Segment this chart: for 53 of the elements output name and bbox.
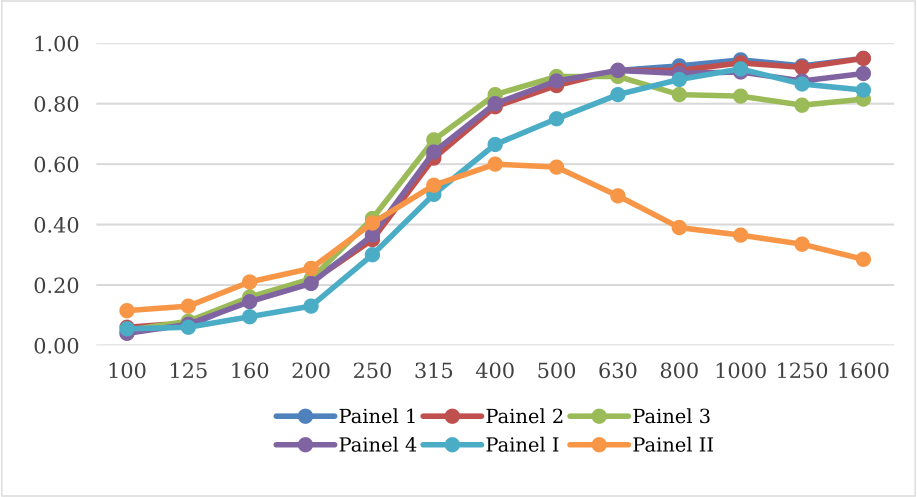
- point: [733, 61, 748, 77]
- x-tick-label: 630: [599, 362, 636, 378]
- legend-label: Painel II: [633, 436, 713, 452]
- point: [733, 227, 748, 243]
- x-tick-label: 800: [660, 362, 698, 378]
- x-tick-label: 400: [476, 362, 514, 378]
- point: [242, 274, 258, 290]
- point: [856, 66, 872, 82]
- point: [856, 82, 872, 98]
- y-tick-label: 0.80: [34, 96, 78, 112]
- y-tick-label: 0.00: [34, 338, 78, 354]
- point: [672, 72, 687, 88]
- x-tick-label: 1600: [839, 362, 889, 378]
- point: [426, 178, 442, 193]
- legend-label: Painel 1: [340, 408, 415, 424]
- point: [488, 136, 503, 152]
- point: [364, 247, 380, 262]
- point: [794, 98, 810, 113]
- point: [180, 298, 196, 314]
- point: [303, 260, 319, 276]
- x-tick-label: 1250: [778, 362, 828, 378]
- point: [856, 252, 872, 267]
- y-tick-label: 0.60: [34, 156, 78, 172]
- legend-label: Painel 3: [633, 408, 710, 424]
- point: [548, 159, 564, 175]
- x-tick-label: 500: [538, 362, 576, 378]
- point: [242, 309, 258, 324]
- legend-label: Painel 4: [340, 436, 416, 452]
- y-tick-label: 1.00: [36, 36, 78, 52]
- x-tick-label: 315: [416, 362, 452, 378]
- point: [303, 298, 319, 314]
- y-tick-label: 0.40: [34, 216, 78, 233]
- point: [119, 303, 135, 318]
- x-tick-label: 200: [292, 362, 330, 378]
- x-tick-label: 125: [170, 362, 207, 378]
- legend-label: Painel I: [486, 436, 558, 452]
- point: [794, 76, 810, 92]
- point: [610, 86, 626, 102]
- point: [488, 156, 503, 172]
- point: [672, 86, 687, 102]
- point: [426, 144, 442, 160]
- point: [733, 88, 748, 104]
- point: [364, 215, 380, 231]
- y-tick-label: 0.20: [34, 277, 78, 294]
- x-tick-label: 1000: [716, 362, 766, 378]
- x-tick-label: 250: [354, 362, 391, 378]
- point: [794, 236, 810, 252]
- legend-label: Painel 2: [486, 408, 562, 424]
- point: [672, 220, 687, 236]
- x-tick-label: 100: [110, 362, 146, 378]
- point: [548, 111, 564, 126]
- point: [610, 188, 626, 204]
- x-tick-label: 160: [232, 362, 268, 378]
